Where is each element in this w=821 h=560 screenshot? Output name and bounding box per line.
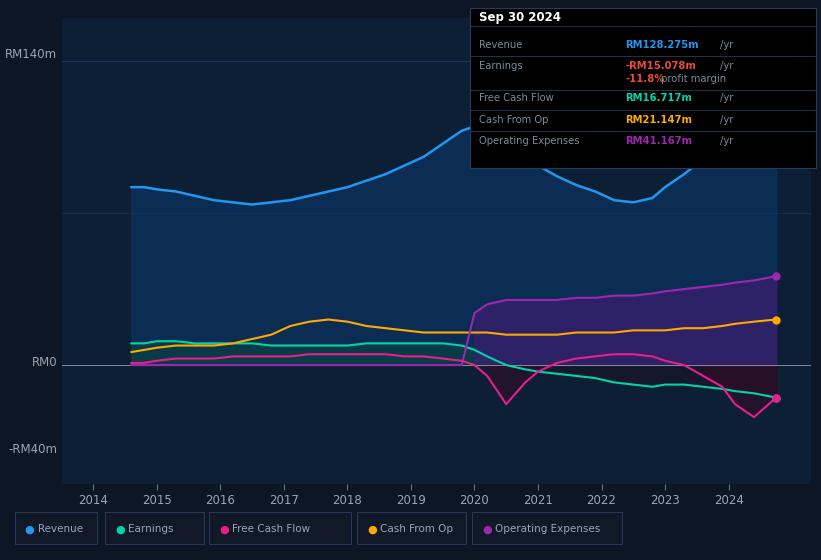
Text: /yr: /yr: [720, 115, 733, 125]
Text: RM16.717m: RM16.717m: [626, 94, 692, 104]
Text: -RM15.078m: -RM15.078m: [626, 61, 696, 71]
Text: -11.8%: -11.8%: [626, 74, 665, 85]
Text: ●: ●: [115, 524, 125, 534]
Text: Revenue: Revenue: [479, 40, 523, 50]
Text: -RM40m: -RM40m: [8, 442, 57, 455]
Text: Earnings: Earnings: [128, 524, 173, 534]
Text: /yr: /yr: [720, 94, 733, 104]
Text: RM128.275m: RM128.275m: [626, 40, 699, 50]
Text: RM41.167m: RM41.167m: [626, 136, 693, 146]
Text: Revenue: Revenue: [38, 524, 83, 534]
Text: ●: ●: [25, 524, 34, 534]
Text: profit margin: profit margin: [658, 74, 727, 85]
Text: Sep 30 2024: Sep 30 2024: [479, 11, 562, 24]
Text: /yr: /yr: [720, 136, 733, 146]
Text: Free Cash Flow: Free Cash Flow: [232, 524, 310, 534]
Text: ●: ●: [482, 524, 492, 534]
Text: Cash From Op: Cash From Op: [479, 115, 549, 125]
Text: ●: ●: [219, 524, 229, 534]
Text: /yr: /yr: [720, 61, 733, 71]
Text: RM0: RM0: [32, 356, 57, 369]
Text: Earnings: Earnings: [479, 61, 523, 71]
Text: Operating Expenses: Operating Expenses: [479, 136, 580, 146]
Text: RM21.147m: RM21.147m: [626, 115, 693, 125]
Text: Cash From Op: Cash From Op: [380, 524, 453, 534]
Text: /yr: /yr: [720, 40, 733, 50]
Text: ●: ●: [367, 524, 377, 534]
Text: Operating Expenses: Operating Expenses: [495, 524, 600, 534]
Text: RM140m: RM140m: [6, 48, 57, 61]
Text: Free Cash Flow: Free Cash Flow: [479, 94, 554, 104]
